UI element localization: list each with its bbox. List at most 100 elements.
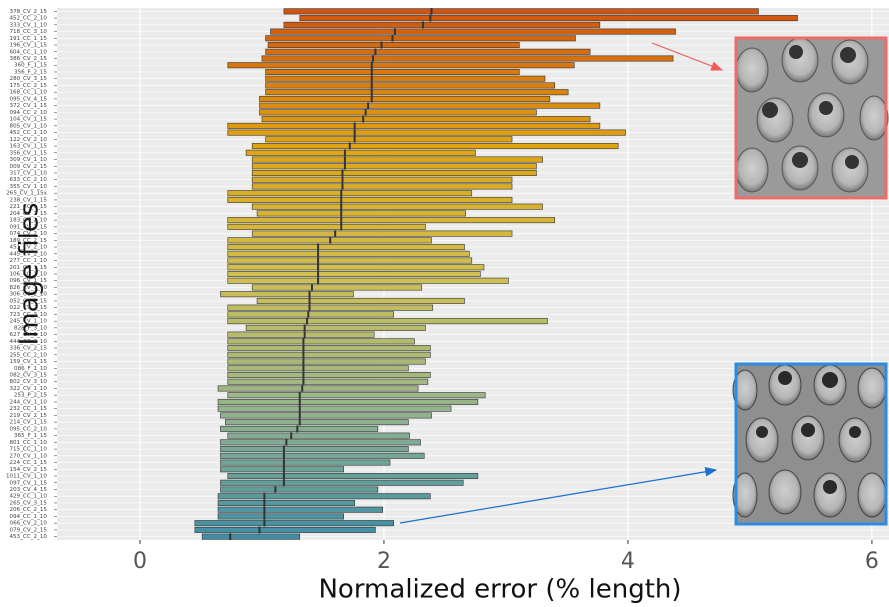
pointer-arrow — [399, 467, 718, 524]
y-tick-label: 221_CC_1_15 — [9, 204, 47, 210]
range-bar — [227, 250, 470, 257]
y-tick-label: 386_CV_2_15 — [10, 56, 48, 62]
y-tick-label: 214_CV_1_15 — [10, 420, 48, 426]
range-bar — [227, 223, 426, 230]
y-tick-label: 306_CC_2_10 — [9, 292, 47, 298]
range-bar — [259, 102, 601, 109]
y-tick-label: 453_CC_2_10 — [9, 534, 47, 540]
x-tick-label: 0 — [133, 549, 147, 574]
y-tick-label: 094_CC_1_10 — [9, 514, 47, 520]
y-tick-label: 322_CV_1_10 — [10, 386, 48, 392]
range-bar — [265, 82, 556, 89]
range-bar — [283, 8, 759, 15]
range-bar — [227, 271, 481, 277]
y-tick-label: 280_CV_3_15 — [10, 76, 48, 82]
y-tick-label: 715_CC_1_10 — [9, 447, 47, 453]
range-bar — [227, 345, 431, 352]
range-bar — [227, 473, 479, 480]
y-tick-label: 805_CV_1_10 — [10, 123, 48, 129]
range-bar — [265, 75, 546, 82]
y-tick-label: 355_CV_1_10 — [10, 184, 48, 190]
y-tick-label: 309_CV_1_10 — [10, 157, 48, 163]
range-bar — [227, 257, 473, 264]
range-bar — [251, 156, 543, 163]
x-tick-label: 6 — [865, 549, 879, 574]
y-tick-label: 191_CC_1_15 — [9, 36, 47, 42]
y-tick-label: 201_CC_1_15 — [9, 265, 47, 271]
range-bar — [245, 324, 426, 331]
y-tick-label: 372_CV_1_15 — [10, 103, 48, 109]
range-bar — [227, 190, 473, 197]
y-tick-label: 723_CC_3_10 — [9, 312, 47, 318]
y-tick-label: 104_CV_1_15 — [10, 117, 48, 123]
y-tick-label: 238_CV_1_15 — [10, 197, 48, 203]
y-tick-label: 265_CV_3_15 — [10, 500, 48, 506]
range-bar — [227, 217, 556, 224]
y-tick-label: 333_CV_1_10 — [10, 22, 48, 28]
range-bar — [261, 55, 674, 62]
range-bar — [251, 163, 537, 170]
range-bar — [220, 412, 432, 419]
range-bar — [299, 15, 798, 22]
y-tick-label: 091_CV_2_15 — [10, 224, 48, 230]
range-bar — [220, 486, 379, 493]
range-bar — [265, 68, 520, 75]
range-bar — [217, 398, 479, 405]
y-tick-label: 244_CV_1_10 — [10, 399, 48, 405]
y-tick-label: 429_CC_1_10 — [9, 494, 47, 500]
y-tick-label: 096_CV_1_15 — [10, 278, 48, 284]
marks — [194, 8, 798, 540]
y-tick-label: 095_CV_4_15 — [10, 96, 48, 102]
y-tick-label: 196_CV_1_15 — [10, 43, 48, 49]
range-bar — [251, 284, 423, 291]
y-tick-label: 627_CV_1_10 — [10, 332, 48, 338]
range-bar — [265, 35, 576, 42]
y-tick-label: 317_CV_1_10 — [10, 170, 48, 176]
y-tick-label: 175_CC_2_15 — [9, 83, 47, 89]
range-bar — [194, 520, 395, 527]
range-bar — [220, 452, 425, 459]
range-bar — [265, 89, 569, 96]
y-tick-label: 206_CC_2_15 — [9, 507, 47, 513]
range-bar — [225, 419, 409, 426]
y-tick-label: 168_CC_1_10 — [9, 90, 47, 96]
y-tick-label: 253_P_2_15 — [14, 393, 48, 399]
range-bar — [227, 351, 431, 358]
range-bar — [283, 21, 601, 28]
y-tick-label: 828_F_3_10 — [14, 325, 47, 331]
range-bar — [220, 466, 344, 473]
y-tick-label: 365_F_1_15 — [14, 433, 47, 439]
y-tick-label: 163_CV_1_15 — [10, 144, 48, 150]
y-tick-label: 265_CV_1_15x — [6, 191, 47, 197]
range-bar — [227, 338, 415, 345]
range-bar — [227, 244, 465, 251]
y-tick-label: 445_CV_2_10 — [10, 251, 48, 257]
range-bar — [220, 291, 354, 298]
y-tick-label: 095_CC_2_10 — [9, 426, 47, 432]
range-bar — [270, 28, 676, 35]
range-bar — [227, 129, 626, 136]
y-tick-label: 079_CV_2_15 — [10, 527, 48, 533]
range-bar — [251, 203, 543, 210]
y-tick-label: 255_CC_2_10 — [9, 352, 47, 358]
y-tick-label: 451_CV_2_10 — [10, 245, 48, 251]
range-bar — [217, 493, 431, 500]
y-tick-label: 154_CV_2_15 — [10, 467, 48, 473]
y-tick-label: 022_CV_2_15 — [10, 305, 48, 311]
y-tick-label: 094_CC_2_10 — [9, 110, 47, 116]
range-bar — [227, 304, 434, 311]
y-tick-label: 801_CC_1_10 — [9, 440, 47, 446]
range-bar — [265, 136, 513, 143]
range-bar — [201, 533, 301, 540]
y-tick-label: 224_CC_1_15 — [9, 460, 47, 466]
range-bar — [227, 264, 485, 271]
range-bar — [251, 143, 619, 150]
range-bar — [220, 425, 379, 432]
y-tick-label: 232_CC_1_15 — [9, 406, 47, 412]
range-bar — [265, 48, 591, 55]
y-tick-label: 378_CV_2_15 — [10, 9, 48, 15]
range-bar — [251, 183, 513, 190]
range-bar — [194, 526, 376, 533]
y-tick-label: 277_CC_1_10 — [9, 258, 47, 264]
